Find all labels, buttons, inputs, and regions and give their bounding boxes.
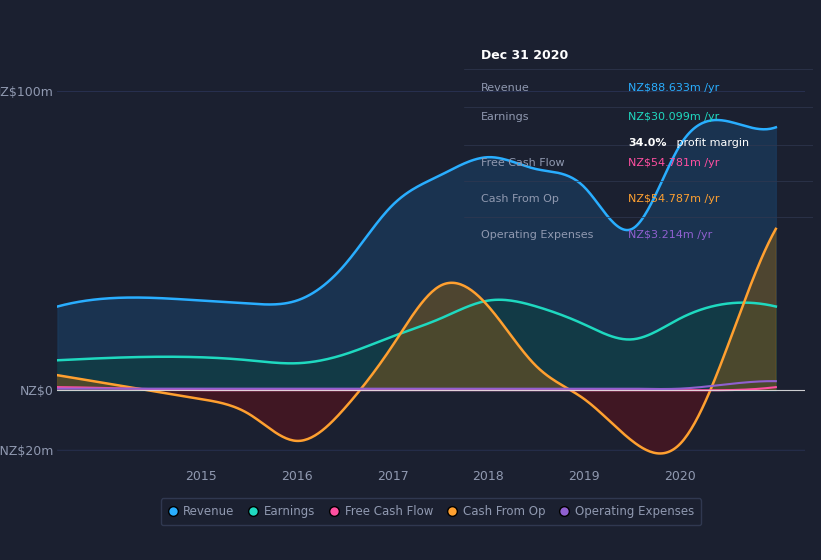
Text: Free Cash Flow: Free Cash Flow xyxy=(481,158,565,168)
Text: Earnings: Earnings xyxy=(481,112,530,122)
Text: NZ$54.781m /yr: NZ$54.781m /yr xyxy=(628,158,719,168)
Text: Dec 31 2020: Dec 31 2020 xyxy=(481,49,569,62)
Text: Operating Expenses: Operating Expenses xyxy=(481,230,594,240)
Text: 34.0%: 34.0% xyxy=(628,138,667,148)
Text: profit margin: profit margin xyxy=(673,138,750,148)
Text: Cash From Op: Cash From Op xyxy=(481,194,559,204)
Legend: Revenue, Earnings, Free Cash Flow, Cash From Op, Operating Expenses: Revenue, Earnings, Free Cash Flow, Cash … xyxy=(161,498,701,525)
Text: NZ$88.633m /yr: NZ$88.633m /yr xyxy=(628,83,719,93)
Text: Revenue: Revenue xyxy=(481,83,530,93)
Text: NZ$30.099m /yr: NZ$30.099m /yr xyxy=(628,112,719,122)
Text: NZ$54.787m /yr: NZ$54.787m /yr xyxy=(628,194,719,204)
Text: NZ$3.214m /yr: NZ$3.214m /yr xyxy=(628,230,712,240)
